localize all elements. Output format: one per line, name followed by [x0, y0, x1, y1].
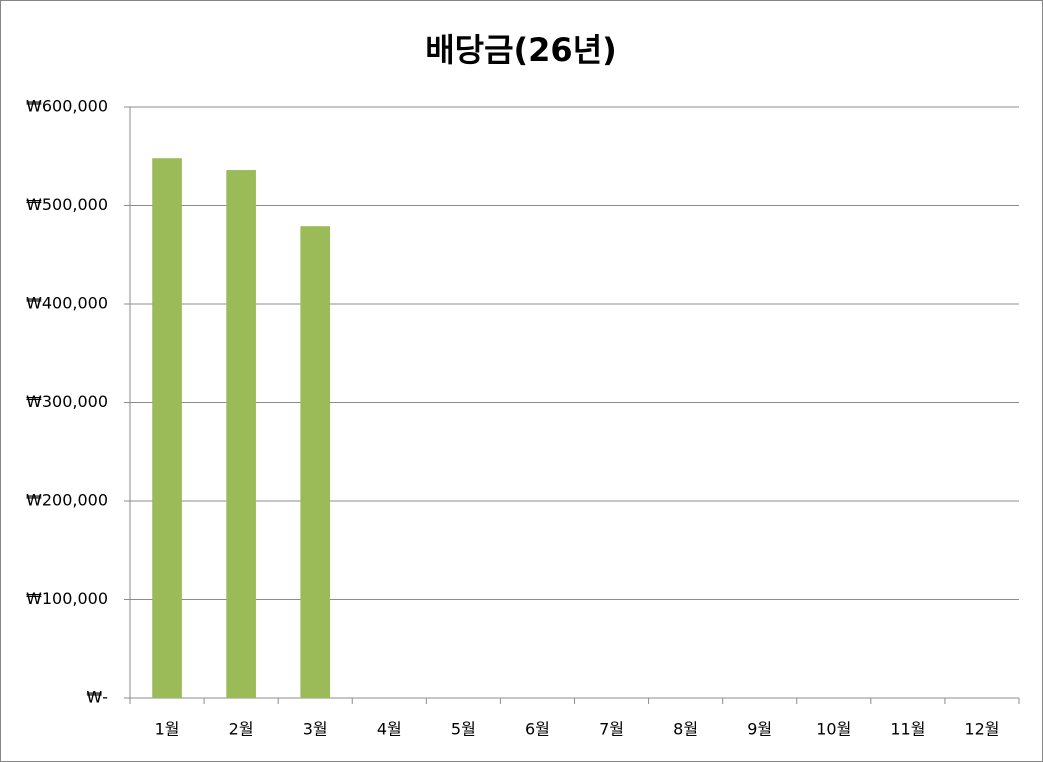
y-tick-label: ₩400,000: [26, 294, 108, 313]
x-tick-label: 9월: [747, 720, 772, 739]
bar: [152, 158, 182, 699]
x-tick-label: 1월: [155, 720, 180, 739]
y-tick-label: ₩300,000: [26, 392, 108, 411]
x-tick-label: 10월: [816, 720, 851, 739]
x-tick-label: 5월: [451, 720, 476, 739]
y-tick-label: ₩100,000: [26, 589, 108, 608]
x-tick-label: 4월: [377, 720, 402, 739]
chart-title: 배당금(26년): [425, 31, 617, 69]
bar: [226, 170, 256, 699]
x-tick-label: 2월: [229, 720, 254, 739]
y-tick-label: ₩600,000: [26, 97, 108, 116]
y-tick-label: ₩500,000: [26, 195, 108, 214]
bar: [300, 226, 331, 698]
x-tick-label: 6월: [525, 720, 550, 739]
y-tick-label: ₩-: [86, 688, 108, 707]
x-tick-label: 3월: [303, 720, 328, 739]
x-tick-label: 7월: [599, 720, 624, 739]
x-tick-label: 8월: [673, 720, 698, 739]
x-tick-label: 11월: [890, 720, 925, 739]
y-tick-label: ₩200,000: [26, 491, 108, 510]
x-tick-label: 12월: [964, 720, 999, 739]
